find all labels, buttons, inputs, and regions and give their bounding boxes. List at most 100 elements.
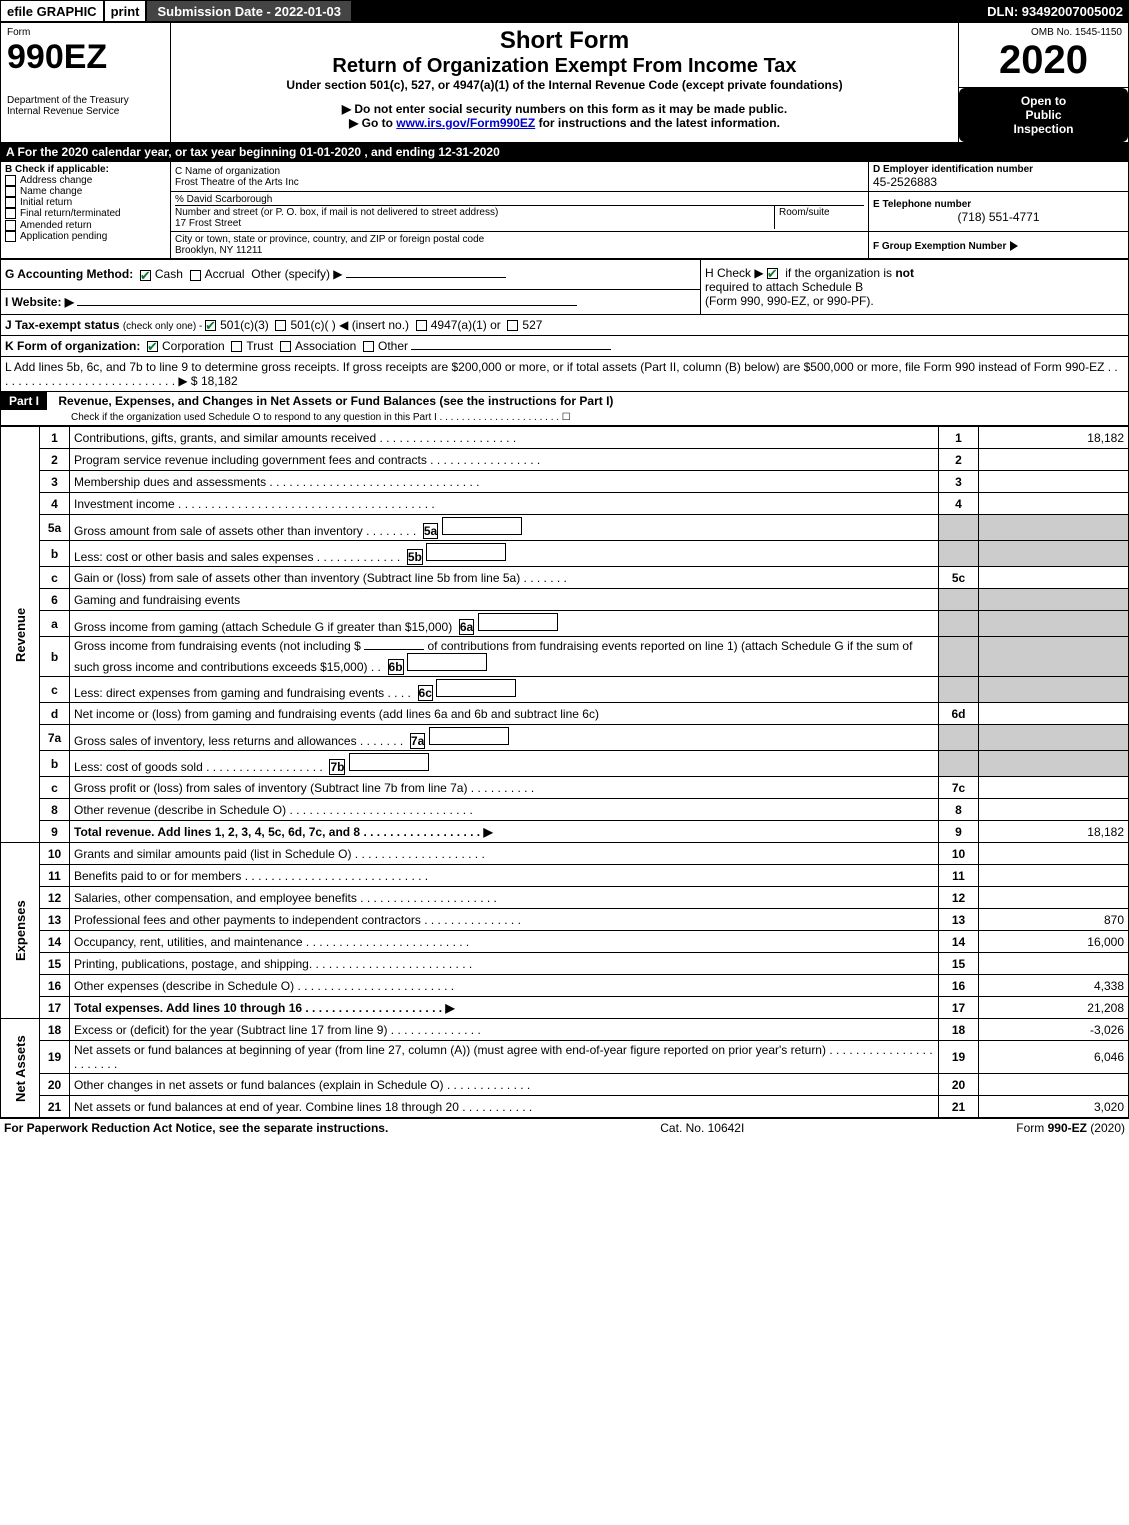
h-not: not	[895, 266, 914, 280]
irs-link[interactable]: www.irs.gov/Form990EZ	[396, 116, 535, 130]
room-label: Room/suite	[779, 207, 860, 218]
ln5b-rn	[939, 541, 979, 567]
chk-accrual[interactable]	[190, 270, 201, 281]
box-g: G Accounting Method: Cash Accrual Other …	[1, 260, 701, 290]
open-line3: Inspection	[963, 122, 1124, 136]
ln7a-inner-num: 7a	[410, 733, 425, 749]
chk-corp[interactable]	[147, 341, 158, 352]
part1-check: Check if the organization used Schedule …	[1, 410, 1128, 425]
ln13-text: Professional fees and other payments to …	[70, 909, 939, 931]
ln11-text: Benefits paid to or for members . . . . …	[70, 865, 939, 887]
ln6a-inner-num: 6a	[459, 619, 474, 635]
chk-schedule-b[interactable]	[767, 268, 778, 279]
ln7b-rn	[939, 751, 979, 777]
main-title: Return of Organization Exempt From Incom…	[177, 55, 952, 78]
ln5b-num: b	[40, 541, 70, 567]
chk-cash[interactable]	[140, 270, 151, 281]
ln5c-rn: 5c	[939, 567, 979, 589]
ln15-text: Printing, publications, postage, and shi…	[70, 953, 939, 975]
ln5c-text: Gain or (loss) from sale of assets other…	[70, 567, 939, 589]
box-c-city: City or town, state or province, country…	[171, 232, 869, 259]
ln12-num: 12	[40, 887, 70, 909]
ln13-rn: 13	[939, 909, 979, 931]
ln7b-inner-num: 7b	[329, 759, 345, 775]
chk-4947[interactable]	[416, 320, 427, 331]
ln7b-amt	[979, 751, 1129, 777]
ln6-amt	[979, 589, 1129, 611]
ln13-num: 13	[40, 909, 70, 931]
tax-year: 2020	[965, 38, 1122, 83]
open-to-public: Open to Public Inspection	[959, 88, 1128, 142]
ln6-text: Gaming and fundraising events	[70, 589, 939, 611]
form-word: Form	[7, 27, 164, 38]
sidebar-net-assets: Net Assets	[1, 1019, 40, 1118]
opt-name-change[interactable]: Name change	[5, 186, 166, 197]
ln6d-text: Net income or (loss) from gaming and fun…	[70, 703, 939, 725]
chk-other-org[interactable]	[363, 341, 374, 352]
box-c-address: % David Scarborough Number and street (o…	[171, 192, 869, 232]
ln5b-inner-num: 5b	[407, 549, 423, 565]
ln15-amt	[979, 953, 1129, 975]
j-pre: J Tax-exempt status	[5, 318, 123, 332]
opt-initial-return[interactable]: Initial return	[5, 197, 166, 208]
ln4-num: 4	[40, 493, 70, 515]
chk-527[interactable]	[507, 320, 518, 331]
box-d: D Employer identification number 45-2526…	[869, 162, 1129, 192]
box-h: H Check ▶ if the organization is not req…	[701, 260, 1129, 315]
chk-501c3[interactable]	[205, 320, 216, 331]
triangle-icon	[1010, 241, 1018, 251]
ln1-text: Contributions, gifts, grants, and simila…	[70, 427, 939, 449]
ln17-rn: 17	[939, 997, 979, 1019]
ln6-rn	[939, 589, 979, 611]
ln14-amt: 16,000	[979, 931, 1129, 953]
box-b: B Check if applicable: Address change Na…	[1, 162, 171, 259]
ln2-rn: 2	[939, 449, 979, 471]
box-g-label: G Accounting Method:	[5, 267, 133, 281]
l-value: 18,182	[201, 374, 238, 388]
ln19-amt: 6,046	[979, 1041, 1129, 1074]
ln21-num: 21	[40, 1096, 70, 1118]
ln1-amt: 18,182	[979, 427, 1129, 449]
ln6a-rn	[939, 611, 979, 637]
dept-line2: Internal Revenue Service	[7, 106, 164, 117]
print-button[interactable]: print	[104, 0, 147, 22]
ln5c-num: c	[40, 567, 70, 589]
box-j: J Tax-exempt status (check only one) - 5…	[0, 315, 1129, 336]
ln6b-amt	[979, 637, 1129, 677]
open-line1: Open to	[963, 94, 1124, 108]
ln7c-text: Gross profit or (loss) from sales of inv…	[70, 777, 939, 799]
ln3-amt	[979, 471, 1129, 493]
ln20-text: Other changes in net assets or fund bala…	[70, 1074, 939, 1096]
footer-right: Form 990-EZ (2020)	[1016, 1121, 1125, 1135]
ln5b-text: Less: cost or other basis and sales expe…	[70, 541, 939, 567]
ln6d-num: d	[40, 703, 70, 725]
goto-pre: ▶ Go to	[349, 116, 396, 130]
chk-trust[interactable]	[231, 341, 242, 352]
care-of: % David Scarborough	[175, 194, 864, 205]
opt-application-pending[interactable]: Application pending	[5, 231, 166, 242]
box-k: K Form of organization: Corporation Trus…	[0, 336, 1129, 357]
box-l: L Add lines 5b, 6c, and 7b to line 9 to …	[0, 357, 1129, 392]
opt-amended-return[interactable]: Amended return	[5, 220, 166, 231]
ln6a-num: a	[40, 611, 70, 637]
opt-final-return[interactable]: Final return/terminated	[5, 208, 166, 219]
ln16-text: Other expenses (describe in Schedule O) …	[70, 975, 939, 997]
ln13-amt: 870	[979, 909, 1129, 931]
city-value: Brooklyn, NY 11211	[175, 245, 864, 256]
j-sub: (check only one) -	[123, 321, 205, 332]
chk-501c[interactable]	[275, 320, 286, 331]
opt-address-change[interactable]: Address change	[5, 175, 166, 186]
ln3-num: 3	[40, 471, 70, 493]
ln6b-inner-num: 6b	[388, 659, 404, 675]
dept-line1: Department of the Treasury	[7, 95, 164, 106]
box-i-label: I Website: ▶	[5, 295, 74, 309]
chk-assoc[interactable]	[280, 341, 291, 352]
ln7b-text: Less: cost of goods sold . . . . . . . .…	[70, 751, 939, 777]
ln6c-rn	[939, 677, 979, 703]
ln7c-rn: 7c	[939, 777, 979, 799]
ein-value: 45-2526883	[873, 175, 1124, 189]
box-d-label: D Employer identification number	[873, 164, 1124, 175]
ln7a-amt	[979, 725, 1129, 751]
page-footer: For Paperwork Reduction Act Notice, see …	[0, 1118, 1129, 1137]
ln3-rn: 3	[939, 471, 979, 493]
